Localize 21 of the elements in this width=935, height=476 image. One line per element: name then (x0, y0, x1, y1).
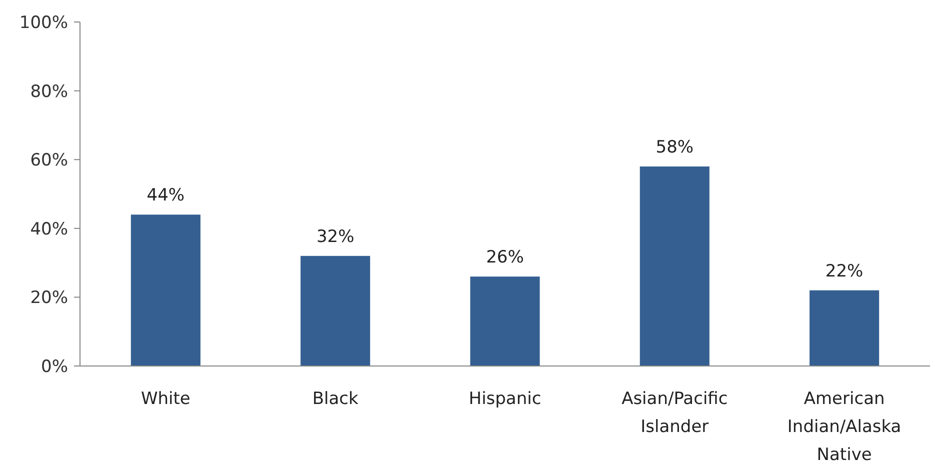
y-tick-label: 0% (41, 356, 68, 377)
y-tick-label: 100% (19, 12, 68, 33)
data-label: 32% (316, 226, 354, 247)
x-tick-label: White (140, 389, 190, 409)
data-label: 26% (486, 248, 524, 268)
data-label: 22% (825, 261, 864, 282)
data-label: 58% (656, 137, 694, 158)
bar (130, 214, 200, 366)
x-tick-label: American Indian/Alaska Native (787, 389, 902, 465)
x-tick-label: Hispanic (468, 389, 542, 409)
bar (640, 166, 710, 366)
x-tick-label: Black (312, 389, 358, 409)
y-tick-label: 60% (30, 150, 68, 171)
y-tick-label: 80% (30, 82, 68, 102)
x-tick-label: Asian/Pacific Islander (622, 389, 728, 437)
y-tick-label: 40% (30, 219, 68, 240)
data-label: 44% (146, 186, 185, 206)
bar (470, 276, 540, 366)
y-tick-label: 20% (30, 288, 68, 308)
bar (300, 256, 370, 366)
bar (810, 290, 880, 366)
